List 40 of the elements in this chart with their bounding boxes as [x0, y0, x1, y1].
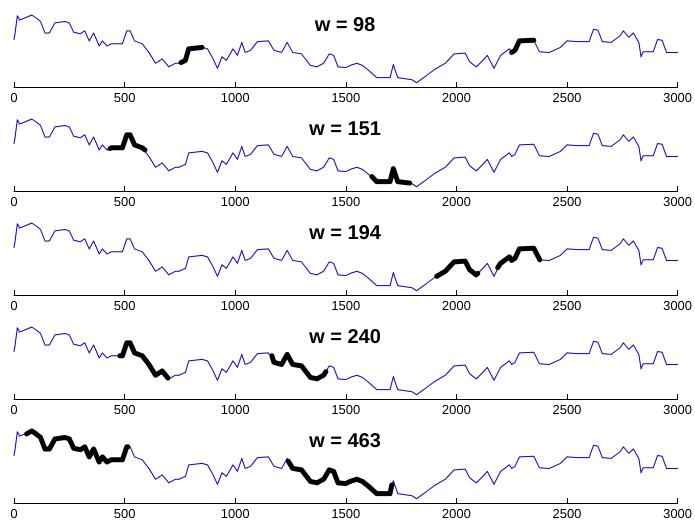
x-tick-label: 0 [10, 298, 18, 313]
chart-title: w = 98 [314, 14, 376, 36]
x-tick-label: 0 [10, 90, 18, 105]
x-tick-label: 500 [114, 298, 136, 313]
x-tick-label: 3000 [663, 402, 692, 417]
x-tick-label: 3000 [663, 506, 692, 521]
x-tick-label: 1500 [331, 90, 360, 105]
x-tick-label: 1500 [331, 194, 360, 209]
x-tick-label: 0 [10, 402, 18, 417]
x-tick-label: 2500 [552, 402, 582, 417]
x-tick-label: 2000 [442, 90, 471, 105]
x-tick-label: 500 [114, 90, 136, 105]
x-tick-label: 1000 [220, 402, 250, 417]
x-tick-label: 2000 [442, 194, 471, 209]
x-tick-label: 2000 [442, 402, 471, 417]
x-tick-label: 2500 [552, 90, 582, 105]
x-tick-label: 1500 [331, 402, 360, 417]
x-tick-label: 1500 [331, 506, 360, 521]
x-tick-label: 3000 [663, 194, 692, 209]
x-tick-label: 1000 [220, 298, 250, 313]
x-tick-label: 1000 [220, 506, 250, 521]
x-tick-label: 500 [114, 194, 136, 209]
x-tick-label: 1500 [331, 298, 360, 313]
chart-title: w = 151 [308, 118, 381, 140]
x-tick-label: 2500 [552, 506, 582, 521]
x-tick-label: 2000 [442, 506, 471, 521]
x-tick-label: 3000 [663, 90, 692, 105]
x-tick-label: 500 [114, 402, 136, 417]
x-tick-label: 500 [114, 506, 136, 521]
x-tick-label: 0 [10, 194, 18, 209]
x-tick-label: 2500 [552, 194, 582, 209]
x-tick-label: 1000 [220, 194, 250, 209]
chart-title: w = 463 [308, 430, 381, 452]
x-tick-label: 3000 [663, 298, 692, 313]
chart-title: w = 240 [308, 326, 381, 348]
x-tick-label: 2000 [442, 298, 471, 313]
x-tick-label: 1000 [220, 90, 250, 105]
chart-title: w = 194 [308, 222, 382, 244]
x-tick-label: 0 [10, 506, 18, 521]
x-tick-label: 2500 [552, 298, 582, 313]
